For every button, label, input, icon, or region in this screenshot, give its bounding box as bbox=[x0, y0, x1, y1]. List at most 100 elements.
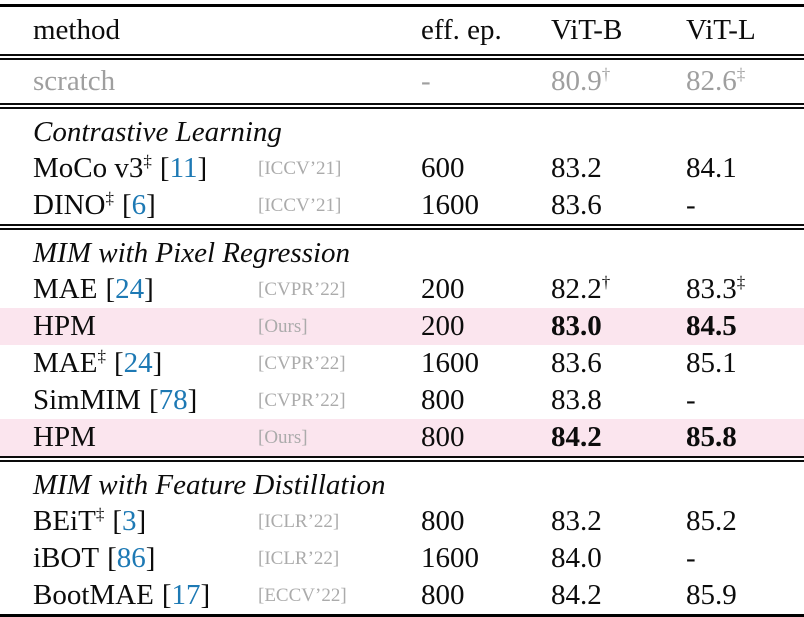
double-dagger-marker: ‡ bbox=[95, 504, 105, 524]
eff-ep-value: 600 bbox=[421, 152, 465, 184]
cite-bracket-close: ] bbox=[200, 579, 211, 611]
cite-bracket-open: [ bbox=[107, 542, 117, 574]
vit-l-value: 85.8 bbox=[686, 421, 737, 453]
header-rule bbox=[0, 54, 804, 60]
section-rule bbox=[0, 103, 804, 109]
vit-l-value: - bbox=[686, 384, 696, 416]
table-row-simmim: SimMIM [78] [CVPR’22] 800 83.8 - bbox=[0, 382, 804, 419]
double-dagger-marker: ‡ bbox=[143, 151, 152, 171]
method-cell: HPM bbox=[33, 423, 258, 452]
value-text: 82.2 bbox=[551, 273, 602, 305]
method-name: MAE bbox=[33, 273, 98, 305]
eff-ep-value: 800 bbox=[421, 384, 465, 416]
method-cell: iBOT [86] bbox=[33, 544, 258, 573]
method-name: scratch bbox=[33, 65, 116, 97]
double-dagger-marker: ‡ bbox=[97, 346, 106, 366]
cite-bracket-open: [ bbox=[148, 384, 159, 416]
value-text: 82.6 bbox=[686, 65, 737, 97]
vit-l-value: 85.9 bbox=[686, 579, 737, 611]
method-name: HPM bbox=[33, 310, 96, 342]
venue-label: [ICCV’21] bbox=[258, 195, 342, 216]
citation-link[interactable]: 78 bbox=[158, 384, 188, 416]
cite-bracket-open: [ bbox=[112, 505, 123, 537]
vit-b-value: 83.8 bbox=[551, 384, 602, 416]
method-name: DINO bbox=[33, 189, 106, 221]
cite-bracket-close: ] bbox=[144, 273, 154, 305]
method-name: SimMIM bbox=[33, 384, 141, 416]
double-dagger-marker: ‡ bbox=[736, 64, 746, 84]
value-text: 80.9 bbox=[551, 65, 602, 97]
cite-bracket-close: ] bbox=[136, 505, 147, 537]
venue-label: [Ours] bbox=[258, 427, 308, 448]
method-name: BEiT bbox=[33, 505, 96, 537]
venue-label: [ECCV’22] bbox=[258, 585, 347, 606]
cite-bracket-close: ] bbox=[145, 542, 156, 574]
citation-link[interactable]: 11 bbox=[169, 152, 198, 184]
top-rule bbox=[0, 4, 804, 7]
citation-link[interactable]: 24 bbox=[123, 347, 153, 379]
vit-b-value: 83.0 bbox=[551, 310, 602, 342]
venue-label: [CVPR’22] bbox=[258, 390, 346, 411]
citation-link[interactable]: 17 bbox=[171, 579, 201, 611]
section-rule bbox=[0, 456, 804, 462]
method-cell: BootMAE [17] bbox=[33, 581, 258, 610]
vit-b-value: 84.0 bbox=[551, 542, 602, 574]
method-name: MAE bbox=[33, 347, 98, 379]
vit-l-value: 84.5 bbox=[686, 310, 737, 342]
cite-bracket-open: [ bbox=[159, 152, 170, 184]
table-row-mae-1600: MAE‡ [24] [CVPR’22] 1600 83.6 85.1 bbox=[0, 345, 804, 382]
method-cell: MAE [24] bbox=[33, 275, 258, 304]
table-row-mae-200: MAE [24] [CVPR’22] 200 82.2† 83.3‡ bbox=[0, 271, 804, 308]
col-header-eff-ep: eff. ep. bbox=[421, 14, 502, 46]
method-name: iBOT bbox=[33, 542, 100, 574]
citation-link[interactable]: 3 bbox=[122, 505, 137, 537]
vit-l-value: 82.6‡ bbox=[686, 64, 804, 97]
method-cell: MAE‡ [24] bbox=[33, 346, 258, 379]
table-row-hpm-200: HPM [Ours] 200 83.0 84.5 bbox=[0, 308, 804, 345]
cite-bracket-open: [ bbox=[122, 189, 132, 221]
cite-bracket-open: [ bbox=[161, 579, 172, 611]
vit-b-value: 84.2 bbox=[551, 421, 602, 453]
section-title-mim-feature-distillation: MIM with Feature Distillation bbox=[33, 469, 386, 501]
citation-link[interactable]: 6 bbox=[131, 189, 147, 221]
eff-ep-value: 800 bbox=[421, 579, 465, 611]
vit-l-value: 85.1 bbox=[686, 347, 737, 379]
eff-ep-value: 800 bbox=[421, 505, 465, 537]
table-row-beit: BEiT‡ [3] [ICLR’22] 800 83.2 85.2 bbox=[0, 503, 804, 540]
eff-ep-value: 1600 bbox=[421, 347, 479, 379]
method-cell: BEiT‡ [3] bbox=[33, 504, 258, 537]
cite-bracket-close: ] bbox=[152, 347, 163, 379]
method-name: MoCo v3 bbox=[33, 152, 144, 184]
eff-ep-value: 200 bbox=[421, 310, 465, 342]
venue-label: [CVPR’22] bbox=[258, 279, 346, 300]
value-text: 83.3 bbox=[686, 273, 737, 305]
vit-b-value: 84.2 bbox=[551, 579, 602, 611]
citation-link[interactable]: 86 bbox=[116, 542, 146, 574]
eff-ep-value: - bbox=[421, 65, 431, 97]
section-title-mim-pixel-regression: MIM with Pixel Regression bbox=[33, 237, 351, 269]
vit-b-value: 83.2 bbox=[551, 505, 602, 537]
eff-ep-value: 200 bbox=[421, 273, 465, 305]
eff-ep-value: 800 bbox=[421, 421, 465, 453]
venue-label: [Ours] bbox=[258, 316, 308, 337]
table-row-scratch: scratch - 80.9† 82.6‡ bbox=[0, 60, 804, 103]
vit-l-value: - bbox=[686, 189, 696, 221]
eff-ep-value: 1600 bbox=[421, 189, 479, 221]
cite-bracket-close: ] bbox=[197, 152, 208, 184]
vit-l-value: 83.3‡ bbox=[686, 272, 804, 305]
cite-bracket-close: ] bbox=[146, 189, 156, 221]
vit-b-value: 83.6 bbox=[551, 189, 602, 221]
section-title-contrastive-learning: Contrastive Learning bbox=[33, 116, 282, 148]
vit-b-value: 80.9† bbox=[551, 64, 686, 97]
citation-link[interactable]: 24 bbox=[115, 273, 145, 305]
dagger-marker: † bbox=[601, 64, 611, 84]
section-rule bbox=[0, 224, 804, 230]
double-dagger-marker: ‡ bbox=[736, 272, 746, 292]
table-row-dino: DINO‡ [6] [ICCV’21] 1600 83.6 - bbox=[0, 187, 804, 224]
method-cell: SimMIM [78] bbox=[33, 386, 258, 415]
table-row-hpm-800: HPM [Ours] 800 84.2 85.8 bbox=[0, 419, 804, 456]
table-header-row: method eff. ep. ViT-B ViT-L bbox=[0, 7, 804, 54]
venue-label: [CVPR’22] bbox=[258, 353, 346, 374]
vit-l-value: - bbox=[686, 542, 696, 574]
